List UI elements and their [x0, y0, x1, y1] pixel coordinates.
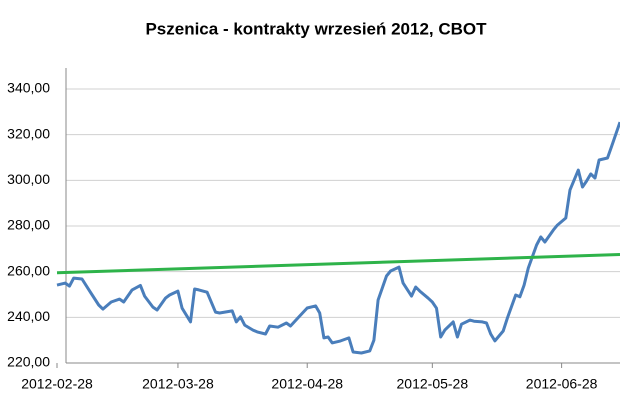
y-tick-label: 300,00	[7, 171, 50, 187]
y-tick-label: 260,00	[7, 262, 50, 278]
chart-title: Pszenica - kontrakty wrzesień 2012, CBOT	[145, 19, 487, 38]
x-tick-label: 2012-05-28	[397, 376, 469, 392]
y-tick-label: 320,00	[7, 125, 50, 141]
series-line	[56, 253, 620, 275]
y-tick-label: 280,00	[7, 217, 50, 233]
y-tick-label: 340,00	[7, 80, 50, 96]
x-tick-label: 2012-02-28	[21, 376, 93, 392]
y-tick-label: 240,00	[7, 308, 50, 324]
series-line	[56, 121, 620, 355]
y-tick-label: 220,00	[7, 354, 50, 370]
x-tick-label: 2012-04-28	[271, 376, 343, 392]
x-tick-label: 2012-03-28	[142, 376, 214, 392]
x-tick-label: 2012-06-28	[526, 376, 598, 392]
